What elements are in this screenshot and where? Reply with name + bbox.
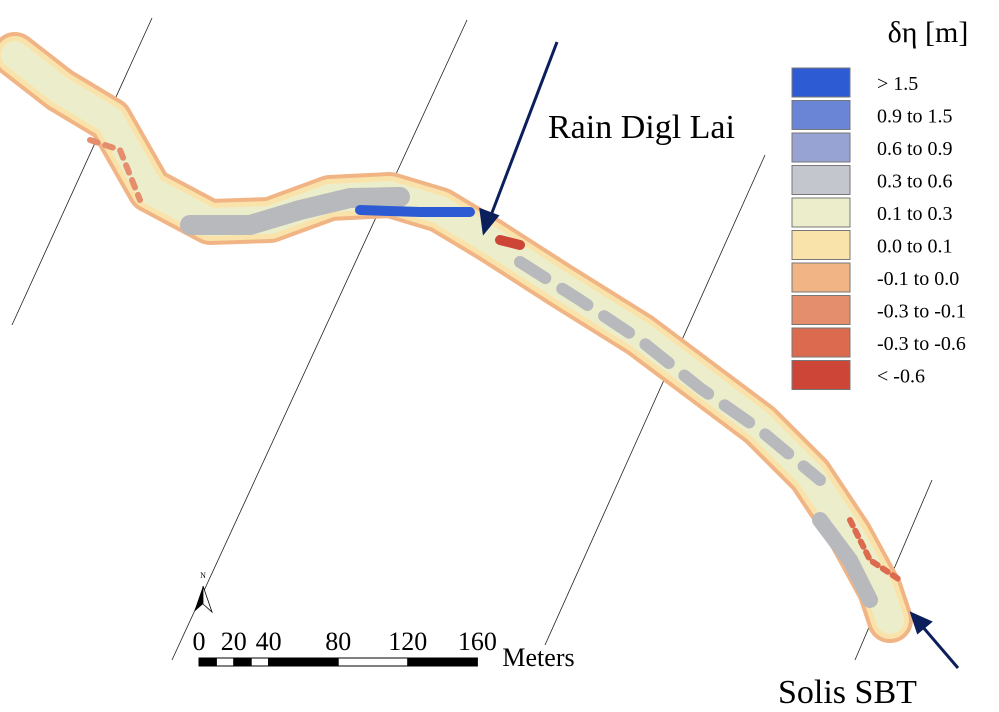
legend-label: 0.1 to 0.3 [877,203,953,225]
legend-swatch [792,263,850,292]
legend: > 1.5 0.9 to 1.5 0.6 to 0.9 0.3 to 0.6 0.1 t… [792,68,966,390]
legend-swatch [792,328,850,357]
annotation: Rain Digl Lai [548,109,735,146]
legend-swatch [792,133,850,162]
legend-swatch [792,198,850,227]
scale-segment [338,658,408,666]
legend-swatch [792,101,850,130]
legend-label: -0.1 to 0.0 [877,268,959,290]
legend-label: > 1.5 [877,73,918,95]
legend-label: -0.3 to -0.1 [877,301,966,323]
legend-swatch [792,231,850,260]
map: N 0 20 40 80 120 160Meters Rain Digl Lai Soli… [0,0,999,707]
scale-label: 160 [458,627,497,656]
legend-title: δη [m] [888,16,969,49]
scale-label: 0 [193,627,206,656]
scale-segment [251,658,268,666]
north-label: N [200,571,206,580]
north-arrow: N [194,571,212,612]
annotation: Solis SBT [778,674,917,707]
river [15,55,900,620]
scale-label: 80 [325,627,351,656]
scale-segment [234,658,251,666]
legend-swatch [792,361,850,390]
scale-segment [216,658,233,666]
scale-segment [269,658,339,666]
legend-swatch [792,166,850,195]
legend-label: 0.3 to 0.6 [877,171,953,193]
legend-label: 0.9 to 1.5 [877,106,953,128]
scale-segment [408,658,478,666]
legend-swatch [792,68,850,97]
legend-swatch [792,296,850,325]
scale-label: 120 [388,627,427,656]
legend-label: 0.0 to 0.1 [877,236,953,258]
scale-unit: Meters [502,643,574,672]
legend-label: < -0.6 [877,366,925,388]
scale-segment [199,658,216,666]
legend-label: -0.3 to -0.6 [877,333,966,355]
scale-label: 40 [256,627,282,656]
scale-label: 20 [221,627,247,656]
legend-label: 0.6 to 0.9 [877,138,953,160]
